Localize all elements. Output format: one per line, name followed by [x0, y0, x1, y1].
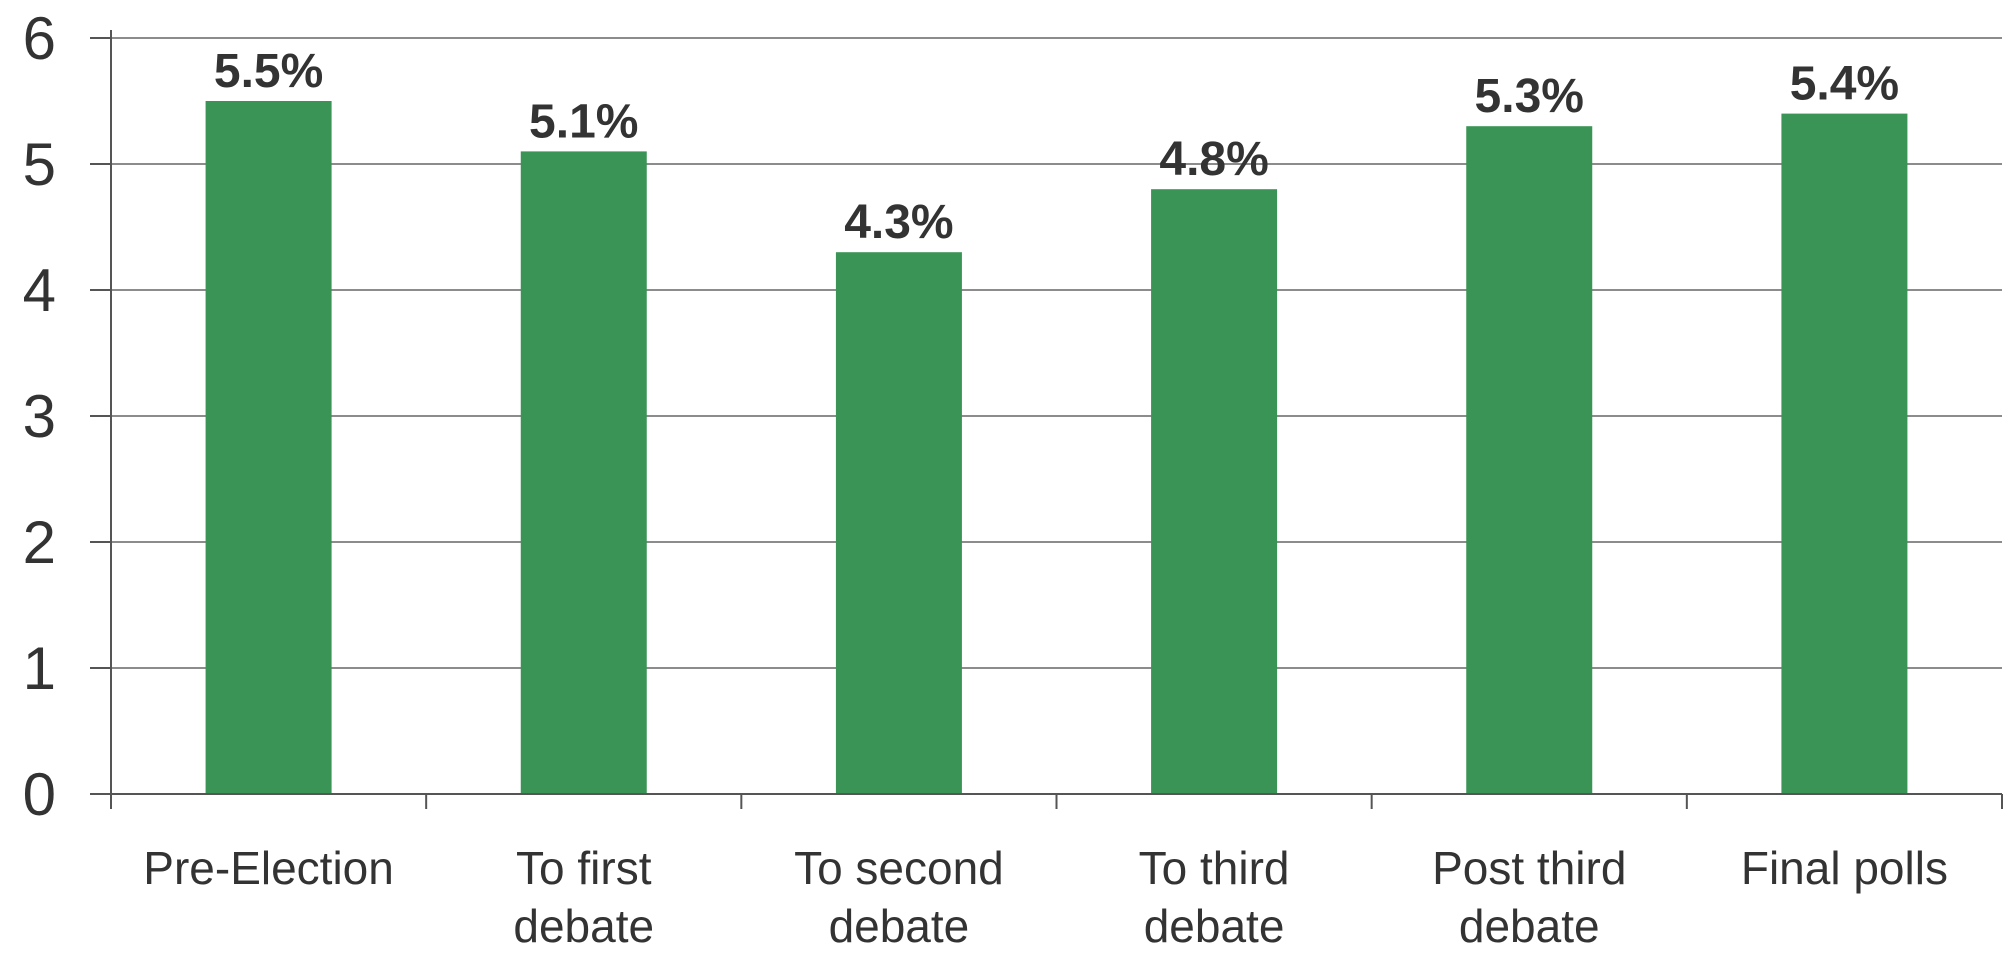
bar	[520, 151, 647, 794]
gridlines	[111, 37, 2002, 669]
bar	[1151, 189, 1278, 794]
y-tick-label: 4	[23, 257, 56, 324]
data-label: 5.1%	[529, 95, 638, 148]
x-tick-label-line: To second	[794, 842, 1004, 894]
x-tick-label: Pre-Election	[143, 842, 394, 894]
bars	[205, 101, 1908, 795]
data-label: 4.8%	[1159, 133, 1268, 186]
x-tick-label: To third debate	[1139, 842, 1290, 949]
x-tick-label: To first debate	[513, 842, 654, 949]
x-tick-label-line: debate	[829, 900, 970, 949]
data-label: 5.4%	[1790, 58, 1899, 111]
bar	[205, 101, 332, 794]
y-tick-label: 5	[23, 131, 56, 198]
x-tick-label: Post third debate	[1432, 842, 1626, 949]
labels: 0 1 2 3 4 5 6 5.5% Pre-Election 5.1% To first debat…	[23, 5, 1948, 952]
data-label: 4.3%	[844, 196, 953, 249]
x-tick-label-line: debate	[1144, 900, 1285, 949]
data-label: 5.5%	[214, 45, 323, 98]
y-tick-label: 2	[23, 509, 56, 576]
y-tick-label: 3	[23, 383, 56, 450]
x-tick-label-line: Final polls	[1741, 842, 1948, 894]
y-tick-label: 6	[23, 5, 56, 72]
x-tick-label: Final polls	[1741, 842, 1948, 894]
x-tick-label-line: debate	[513, 900, 654, 949]
x-tick-label-line: Post third	[1432, 842, 1626, 894]
x-tick-label-line: To first	[516, 842, 652, 894]
y-tick-label: 0	[23, 761, 56, 828]
bar	[835, 252, 962, 794]
x-tick-label: To second debate	[794, 842, 1004, 949]
bar	[1466, 126, 1593, 794]
data-label: 5.3%	[1475, 70, 1584, 123]
x-tick-label-line: Pre-Election	[143, 842, 394, 894]
bar	[1781, 113, 1908, 795]
axes	[90, 30, 2003, 809]
x-tick-label-line: debate	[1459, 900, 1600, 949]
y-tick-label: 1	[23, 635, 56, 702]
x-tick-label-line: To third	[1139, 842, 1290, 894]
